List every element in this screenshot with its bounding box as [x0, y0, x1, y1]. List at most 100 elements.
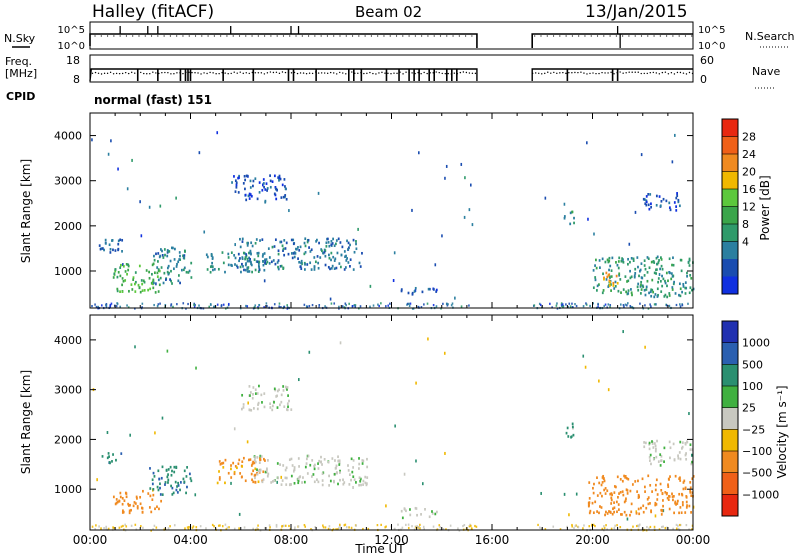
- echo-cell: [135, 495, 138, 499]
- colorbar-band: [722, 259, 738, 277]
- echo-cell: [263, 252, 266, 255]
- echo-cell: [227, 263, 230, 267]
- echo-cell: [660, 488, 663, 492]
- echo-cell: [280, 400, 283, 404]
- echo-cell: [353, 478, 356, 481]
- echo-cell: [431, 510, 433, 513]
- scatter-cell: [328, 525, 331, 528]
- scatter-cell: [275, 525, 278, 528]
- echo-cell: [360, 483, 362, 487]
- echo-cell: [167, 478, 170, 482]
- echo-cell: [659, 279, 662, 283]
- echo-cell: [286, 388, 288, 391]
- nave-point: [227, 72, 229, 75]
- echo-cell: [307, 238, 310, 242]
- scatter-cell: [690, 528, 693, 531]
- echo-cell: [244, 257, 247, 261]
- echo-cell: [139, 290, 142, 294]
- echo-cell: [692, 475, 695, 478]
- echo-cell: [136, 505, 139, 508]
- echo-cell: [355, 242, 357, 246]
- echo-cell: [646, 271, 649, 274]
- echo-cell: [257, 401, 260, 405]
- echo-cell: [164, 253, 166, 257]
- echo-cell: [626, 280, 628, 283]
- echo-cell: [328, 484, 331, 487]
- echo-cell: [671, 275, 674, 278]
- echo-cell: [238, 176, 240, 180]
- scatter-cell: [186, 526, 189, 529]
- scatter-cell: [426, 302, 429, 305]
- scatter-cell: [552, 525, 555, 528]
- scatter-cell: [338, 526, 340, 529]
- echo-cell: [282, 249, 284, 252]
- scatter-cell: [460, 162, 463, 166]
- echo-cell: [119, 238, 122, 242]
- scatter-cell: [159, 204, 162, 208]
- echo-cell: [600, 506, 603, 509]
- nsearch-point: [546, 35, 548, 37]
- echo-cell: [239, 245, 242, 249]
- echo-cell: [692, 287, 695, 291]
- echo-cell: [679, 440, 682, 444]
- echo-cell: [221, 251, 224, 254]
- scatter-cell: [677, 524, 679, 527]
- scatter-cell: [359, 305, 362, 308]
- scatter-cell: [420, 306, 423, 309]
- echo-cell: [649, 290, 652, 294]
- scatter-cell: [170, 304, 172, 307]
- echo-cell: [629, 489, 632, 493]
- echo-cell: [679, 287, 682, 291]
- echo-cell: [625, 477, 628, 480]
- echo-cell: [266, 260, 269, 264]
- echo-cell: [266, 467, 268, 471]
- echo-cell: [335, 266, 338, 270]
- scatter-cell: [665, 304, 668, 307]
- scatter-cell: [674, 133, 676, 137]
- echo-cell: [366, 465, 369, 469]
- echo-cell: [162, 256, 165, 259]
- scatter-cell: [148, 205, 151, 209]
- echo-cell: [421, 290, 424, 294]
- scatter-cell: [444, 176, 446, 180]
- echo-cell: [259, 239, 261, 242]
- echo-cell: [234, 179, 237, 183]
- echo-cell: [309, 463, 312, 467]
- scatter-cell: [692, 505, 695, 509]
- echo-cell: [681, 445, 684, 449]
- scatter-cell: [329, 297, 332, 301]
- echo-cell: [98, 244, 101, 247]
- echo-cell: [607, 285, 610, 288]
- echo-cell: [278, 179, 280, 182]
- nave-point: [441, 72, 443, 75]
- echo-cell: [117, 239, 120, 243]
- echo-cell: [149, 287, 152, 291]
- scatter-cell: [288, 209, 290, 213]
- power-colorbar-label: Power [dB]: [758, 175, 772, 240]
- echo-cell: [258, 384, 260, 388]
- scatter-cell: [585, 302, 587, 305]
- scatter-cell: [266, 305, 268, 308]
- echo-cell: [335, 464, 338, 468]
- scatter-cell: [626, 517, 629, 521]
- echo-cell: [240, 270, 242, 274]
- echo-cell: [252, 386, 255, 389]
- nsky-label: N.Sky: [4, 32, 36, 45]
- echo-cell: [610, 498, 613, 502]
- echo-cell: [290, 238, 293, 242]
- nsearch-point: [552, 35, 555, 37]
- echo-cell: [352, 466, 355, 469]
- nave-point: [236, 72, 238, 74]
- echo-cell: [151, 478, 154, 482]
- nave-point: [670, 72, 673, 74]
- scatter-cell: [131, 158, 133, 162]
- echo-cell: [678, 492, 681, 496]
- echo-cell: [254, 241, 257, 245]
- echo-cell: [321, 249, 323, 253]
- echo-cell: [122, 510, 125, 514]
- nsearch-point: [452, 35, 454, 37]
- echo-cell: [617, 508, 620, 511]
- scatter-cell: [95, 524, 97, 527]
- echo-cell: [609, 276, 611, 279]
- scatter-cell: [268, 524, 271, 527]
